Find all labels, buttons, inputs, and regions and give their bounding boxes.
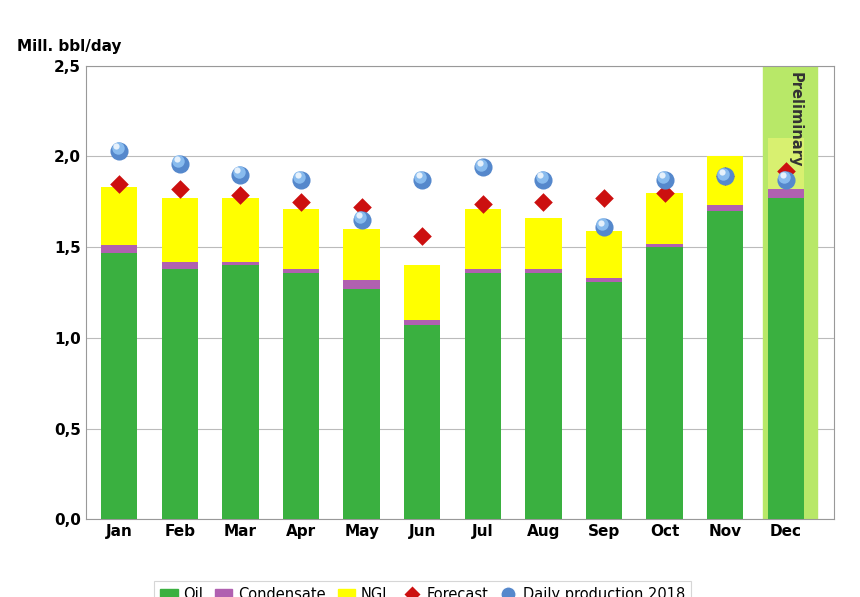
Point xyxy=(474,160,488,170)
Point xyxy=(113,179,126,189)
Point xyxy=(170,155,184,164)
Point xyxy=(412,171,426,180)
Bar xyxy=(586,282,622,519)
Point xyxy=(779,166,793,176)
Point xyxy=(779,176,793,185)
Bar xyxy=(404,265,440,320)
Bar xyxy=(707,156,743,205)
Point xyxy=(718,171,732,181)
Bar xyxy=(768,139,804,189)
Bar xyxy=(343,289,380,519)
Point xyxy=(537,197,550,207)
Point xyxy=(294,197,308,207)
Point xyxy=(654,171,668,180)
Point xyxy=(294,176,308,185)
Point xyxy=(111,143,125,153)
Point xyxy=(595,220,609,229)
Bar xyxy=(404,320,440,325)
Point xyxy=(594,218,608,227)
Point xyxy=(230,165,244,175)
Bar xyxy=(283,209,319,269)
Bar xyxy=(162,261,198,269)
Point xyxy=(353,213,366,222)
Legend: Oil, Condensate, NGL, Forecast, Daily production 2018: Oil, Condensate, NGL, Forecast, Daily pr… xyxy=(154,581,691,597)
Bar xyxy=(768,198,804,519)
Point xyxy=(597,193,611,203)
Bar xyxy=(101,245,138,253)
Point xyxy=(716,169,730,179)
Bar xyxy=(464,209,501,269)
Point xyxy=(656,173,670,182)
Point xyxy=(234,170,248,179)
Bar xyxy=(707,211,743,519)
Bar xyxy=(525,218,562,269)
Point xyxy=(476,199,489,208)
Point xyxy=(173,184,187,194)
Point xyxy=(776,171,789,180)
Point xyxy=(355,215,369,224)
Point xyxy=(535,173,549,182)
Point xyxy=(415,176,429,185)
Point xyxy=(658,188,672,198)
Point xyxy=(537,176,550,185)
Bar xyxy=(223,198,259,261)
Point xyxy=(292,171,305,180)
Point xyxy=(415,232,429,241)
Bar xyxy=(647,247,683,519)
Text: Mill. bbl/day: Mill. bbl/day xyxy=(17,39,122,54)
Point xyxy=(109,141,123,151)
Bar xyxy=(404,325,440,519)
Point xyxy=(234,190,248,199)
Bar xyxy=(464,273,501,519)
Point xyxy=(716,167,729,177)
Point xyxy=(473,158,487,168)
Point xyxy=(173,159,187,168)
Bar xyxy=(343,229,380,280)
Bar xyxy=(101,253,138,519)
Bar xyxy=(768,189,804,198)
Bar xyxy=(586,278,622,282)
Bar xyxy=(525,269,562,273)
Bar xyxy=(223,265,259,519)
Bar xyxy=(343,280,380,289)
Bar xyxy=(283,269,319,273)
Bar xyxy=(223,261,259,265)
Point xyxy=(777,173,791,182)
Point xyxy=(232,167,246,177)
Point xyxy=(113,146,126,156)
Bar xyxy=(464,269,501,273)
Bar xyxy=(763,66,817,519)
Point xyxy=(597,223,611,232)
Point xyxy=(355,202,369,212)
Point xyxy=(476,162,489,172)
Bar xyxy=(162,198,198,261)
Bar xyxy=(162,269,198,519)
Point xyxy=(414,173,427,182)
Bar xyxy=(647,193,683,244)
Point xyxy=(292,173,306,182)
Bar xyxy=(101,187,138,245)
Point xyxy=(171,156,185,166)
Bar xyxy=(647,244,683,247)
Point xyxy=(352,211,365,220)
Bar xyxy=(525,273,562,519)
Bar xyxy=(586,231,622,278)
Point xyxy=(718,171,732,181)
Point xyxy=(533,171,547,180)
Bar xyxy=(283,273,319,519)
Point xyxy=(658,176,672,185)
Bar xyxy=(707,205,743,211)
Text: Preliminary: Preliminary xyxy=(787,72,802,168)
